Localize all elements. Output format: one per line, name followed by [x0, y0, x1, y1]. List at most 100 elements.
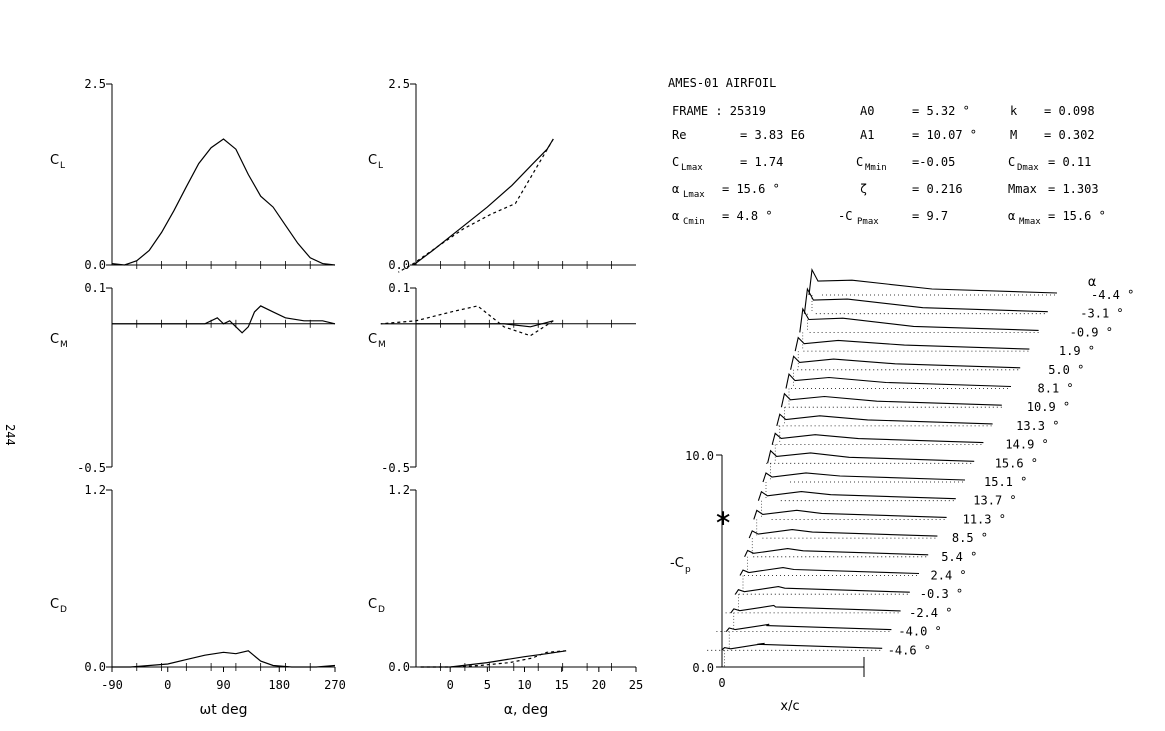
cp-trace-18	[725, 623, 892, 632]
alpha-label-15: 2.4 °	[931, 569, 967, 583]
alphacmin-value: = 4.8 °	[722, 209, 773, 223]
alpha-label-10: 15.1 °	[984, 475, 1027, 489]
cp-trace-17	[730, 604, 901, 614]
x-tick-label-5-4: 20	[592, 678, 606, 692]
cp-trace-16	[734, 586, 910, 595]
y-axis-label-2: C	[50, 597, 59, 612]
y-axis-label-sub-1: M	[60, 340, 68, 350]
series-line-2-0	[112, 650, 336, 668]
cp-trace-14	[744, 548, 929, 558]
y-tick-label-bottom-5: 0.0	[388, 660, 410, 674]
alpha-label-11: 13.7 °	[973, 494, 1016, 508]
cp-trace-11	[757, 490, 956, 501]
cpmax-label: -C	[838, 209, 852, 223]
alpha-label-8: 14.9 °	[1005, 438, 1048, 452]
cp-y-axis-label: -C	[670, 556, 684, 571]
airfoil-title: AMES-01 AIRFOIL	[668, 76, 776, 90]
cp-x-axis-label: x/c	[780, 699, 799, 714]
cpmax-sub: Pmax	[857, 217, 879, 227]
mmax-label: Mmax	[1008, 182, 1037, 196]
cp-trace-15	[739, 567, 920, 576]
cp-trace-2	[799, 307, 1039, 333]
cp-trace-12	[753, 509, 947, 520]
x-tick-label-5-3: 15	[554, 678, 568, 692]
y-axis-label-1: C	[50, 332, 59, 347]
series-line-4-0	[380, 320, 554, 328]
series-line-3-0	[413, 138, 554, 266]
y-axis-label-3: C	[368, 153, 377, 168]
a0-label: A0	[860, 104, 874, 118]
y-tick-label-top-2: 1.2	[84, 483, 106, 497]
x-tick-label-5-5: 25	[629, 678, 643, 692]
y-axis-label-sub-0: L	[60, 161, 65, 171]
y-tick-label-top-0: 2.5	[84, 77, 106, 91]
cp-x-tick-label-0: 0	[718, 676, 725, 690]
k-label: k	[1010, 104, 1018, 118]
y-axis-label-sub-5: D	[378, 605, 385, 615]
y-tick-label-bottom-4: -0.5	[381, 461, 410, 475]
alphalmax-sub: Lmax	[683, 190, 705, 200]
a0-value: = 5.32 °	[912, 104, 970, 118]
zeta-label: ζ	[860, 182, 867, 196]
x-tick-label-2-2: 90	[216, 678, 230, 692]
x-tick-label-2-4: 270	[324, 678, 346, 692]
alphacmin-sub: Cmin	[683, 217, 705, 227]
alpha-label-17: -2.4 °	[909, 606, 952, 620]
alpha-label-6: 10.9 °	[1027, 400, 1070, 414]
cp-trace-1	[803, 287, 1048, 314]
cp-trace-13	[748, 529, 938, 539]
y-axis-label-0: C	[50, 153, 59, 168]
cp-trace-7	[776, 413, 993, 427]
cmmin-sub: Mmin	[865, 163, 887, 173]
cp-y-axis-label-sub: p	[685, 565, 691, 575]
x-tick-label-2-1: 0	[164, 678, 171, 692]
cp-trace-6	[780, 392, 1002, 408]
x-tick-label-2-3: 180	[268, 678, 290, 692]
alpha-label-3: 1.9 °	[1059, 344, 1095, 358]
y-tick-label-top-3: 2.5	[388, 77, 410, 91]
page-number: 244	[3, 424, 17, 446]
alpha-label-19: -4.6 °	[888, 643, 931, 657]
y-tick-label-top-4: 0.1	[388, 281, 410, 295]
y-tick-label-top-1: 0.1	[84, 281, 106, 295]
clmax-sub: Lmax	[681, 163, 703, 173]
alphammax-sub: Mmax	[1019, 217, 1041, 227]
series-line-0-0	[111, 138, 336, 266]
a1-label: A1	[860, 128, 874, 142]
cp-y-tick-label-bottom: 0.0	[692, 661, 714, 675]
series-line-5-1	[420, 650, 567, 668]
x-tick-label-2-0: -90	[101, 678, 123, 692]
alphalmax-label: α	[672, 182, 679, 196]
cp-y-tick-label-top: 10.0	[685, 449, 714, 463]
cdmax-sub: Dmax	[1017, 163, 1039, 173]
x-tick-label-5-2: 10	[517, 678, 531, 692]
cdmax-value: = 0.11	[1048, 155, 1091, 169]
y-tick-label-bottom-1: -0.5	[77, 461, 106, 475]
y-axis-label-sub-2: D	[60, 605, 67, 615]
series-line-1-0	[112, 305, 336, 334]
alpha-label-12: 11.3 °	[963, 512, 1006, 526]
y-axis-label-sub-3: L	[378, 161, 383, 171]
header-block: AMES-01 AIRFOIL FRAME : 25319 A0 = 5.32 …	[668, 76, 1106, 227]
cp-trace-10	[762, 472, 966, 483]
y-axis-label-sub-4: M	[378, 340, 386, 350]
cp-trace-0	[808, 267, 1058, 296]
m-value: = 0.302	[1044, 128, 1095, 142]
alpha-label-13: 8.5 °	[952, 531, 988, 545]
alpha-label-16: -0.3 °	[920, 587, 963, 601]
cp-trace-5	[785, 372, 1012, 389]
alphammax-label: α	[1008, 209, 1015, 223]
alphacmin-label: α	[672, 209, 679, 223]
alpha-label-2: -0.9 °	[1070, 325, 1113, 339]
y-axis-label-4: C	[368, 332, 377, 347]
alpha-label-14: 5.4 °	[941, 550, 977, 564]
cdmax-label: C	[1008, 155, 1015, 169]
re-value: = 3.83 E6	[740, 128, 805, 142]
y-tick-label-bottom-0: 0.0	[84, 258, 106, 272]
alpha-label-9: 15.6 °	[995, 456, 1038, 470]
alpha-label-5: 8.1 °	[1038, 382, 1074, 396]
alpha-label-4: 5.0 °	[1048, 363, 1084, 377]
cp-trace-4	[790, 355, 1021, 370]
alpha-column-header: α	[1088, 275, 1097, 290]
